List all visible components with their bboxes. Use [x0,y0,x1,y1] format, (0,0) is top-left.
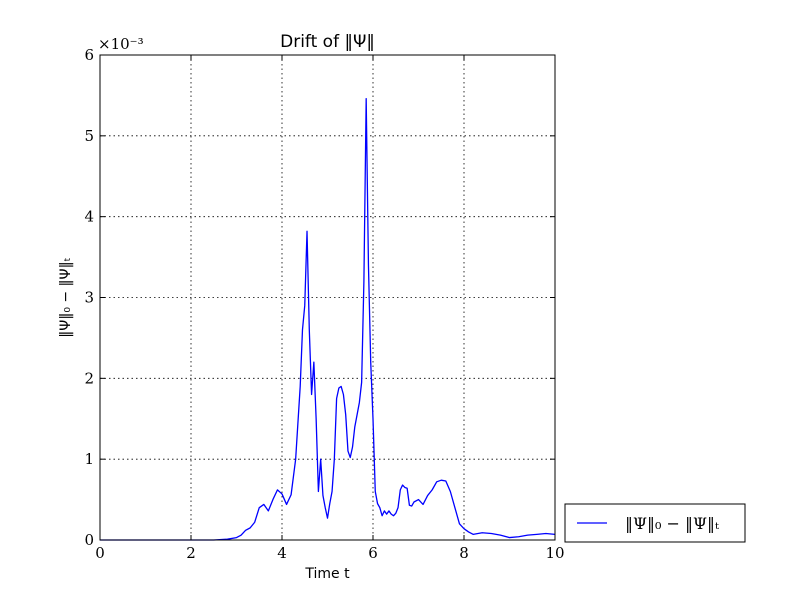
legend: ‖Ψ‖₀ − ‖Ψ‖ₜ [564,503,746,543]
x-tick-label: 2 [186,544,196,562]
y-tick-label: 6 [84,46,94,64]
x-tick-label: 6 [368,544,378,562]
ticks: 0 2 4 6 8 10 0 1 2 3 4 5 6 [84,46,564,562]
x-tick-label: 4 [277,544,287,562]
series-layer [100,98,556,541]
chart-title: Drift of ‖Ψ‖ [280,32,375,52]
y-tick-label: 3 [84,289,94,307]
y-tick-label: 0 [84,531,94,549]
grid [100,55,555,540]
y-axis-multiplier: ×10⁻³ [98,35,144,53]
y-tick-label: 5 [84,127,94,145]
series-line [100,98,556,541]
x-axis-label: Time t [304,566,350,582]
y-tick-label: 2 [84,369,94,387]
x-tick-label: 0 [95,544,105,562]
y-tick-label: 4 [84,208,94,226]
x-tick-label: 10 [545,544,564,562]
legend-label: ‖Ψ‖₀ − ‖Ψ‖ₜ [625,514,719,533]
y-tick-label: 1 [84,450,94,468]
y-axis-label: ‖Ψ‖₀ − ‖Ψ‖ₜ [58,257,74,337]
x-tick-label: 8 [459,544,469,562]
